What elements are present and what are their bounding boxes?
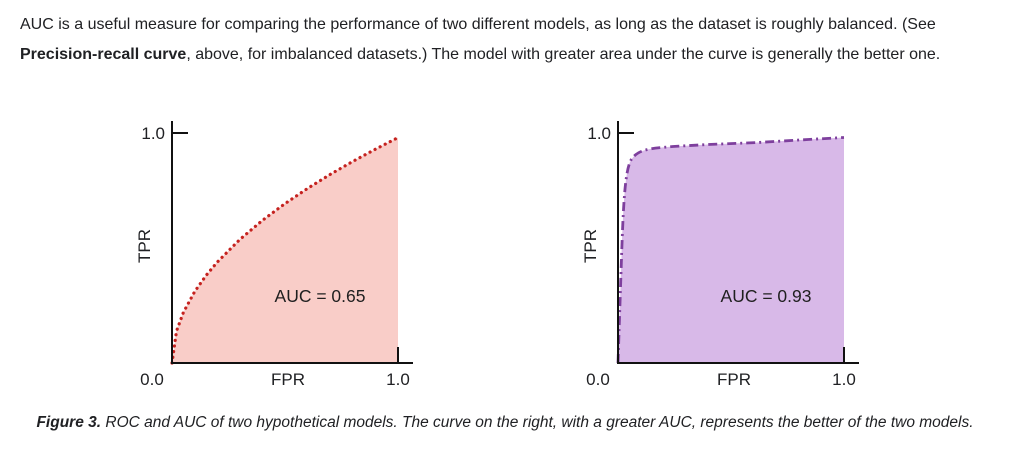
figure-caption-text: ROC and AUC of two hypothetical models. … bbox=[101, 414, 974, 431]
charts-row: 1.0 TPR 0.0 FPR 1.0 AUC = 0.65 1.0 TPR 0… bbox=[132, 118, 878, 398]
y-tick-label-top: 1.0 bbox=[141, 124, 165, 143]
roc-chart-right: 1.0 TPR 0.0 FPR 1.0 AUC = 0.93 bbox=[581, 121, 859, 389]
figure-caption-label: Figure 3. bbox=[36, 414, 102, 431]
intro-text-1: AUC is a useful measure for comparing th… bbox=[20, 16, 936, 33]
auc-annotation-left: AUC = 0.65 bbox=[275, 286, 366, 306]
origin-label: 0.0 bbox=[586, 370, 610, 389]
origin-label: 0.0 bbox=[140, 370, 164, 389]
x-axis-label: FPR bbox=[271, 370, 305, 389]
y-axis-label: TPR bbox=[135, 229, 154, 263]
roc-curve-left bbox=[170, 136, 400, 365]
roc-chart-left: 1.0 TPR 0.0 FPR 1.0 AUC = 0.65 bbox=[135, 121, 413, 389]
y-axis-label: TPR bbox=[581, 229, 600, 263]
figure-caption: Figure 3. ROC and AUC of two hypothetica… bbox=[0, 414, 1010, 432]
intro-paragraph: AUC is a useful measure for comparing th… bbox=[20, 10, 1005, 70]
x-axis-label: FPR bbox=[717, 370, 751, 389]
intro-text-2: , above, for imbalanced datasets.) The m… bbox=[186, 46, 941, 63]
auc-annotation-right: AUC = 0.93 bbox=[721, 286, 812, 306]
y-tick-label-top: 1.0 bbox=[587, 124, 611, 143]
auc-fill-area-right bbox=[618, 137, 844, 363]
roc-curve-right bbox=[616, 136, 845, 364]
x-tick-label-right: 1.0 bbox=[386, 370, 410, 389]
intro-bold-precision-recall-curve: Precision-recall curve bbox=[20, 46, 187, 63]
auc-fill-area-left bbox=[172, 137, 398, 363]
x-tick-label-right: 1.0 bbox=[832, 370, 856, 389]
